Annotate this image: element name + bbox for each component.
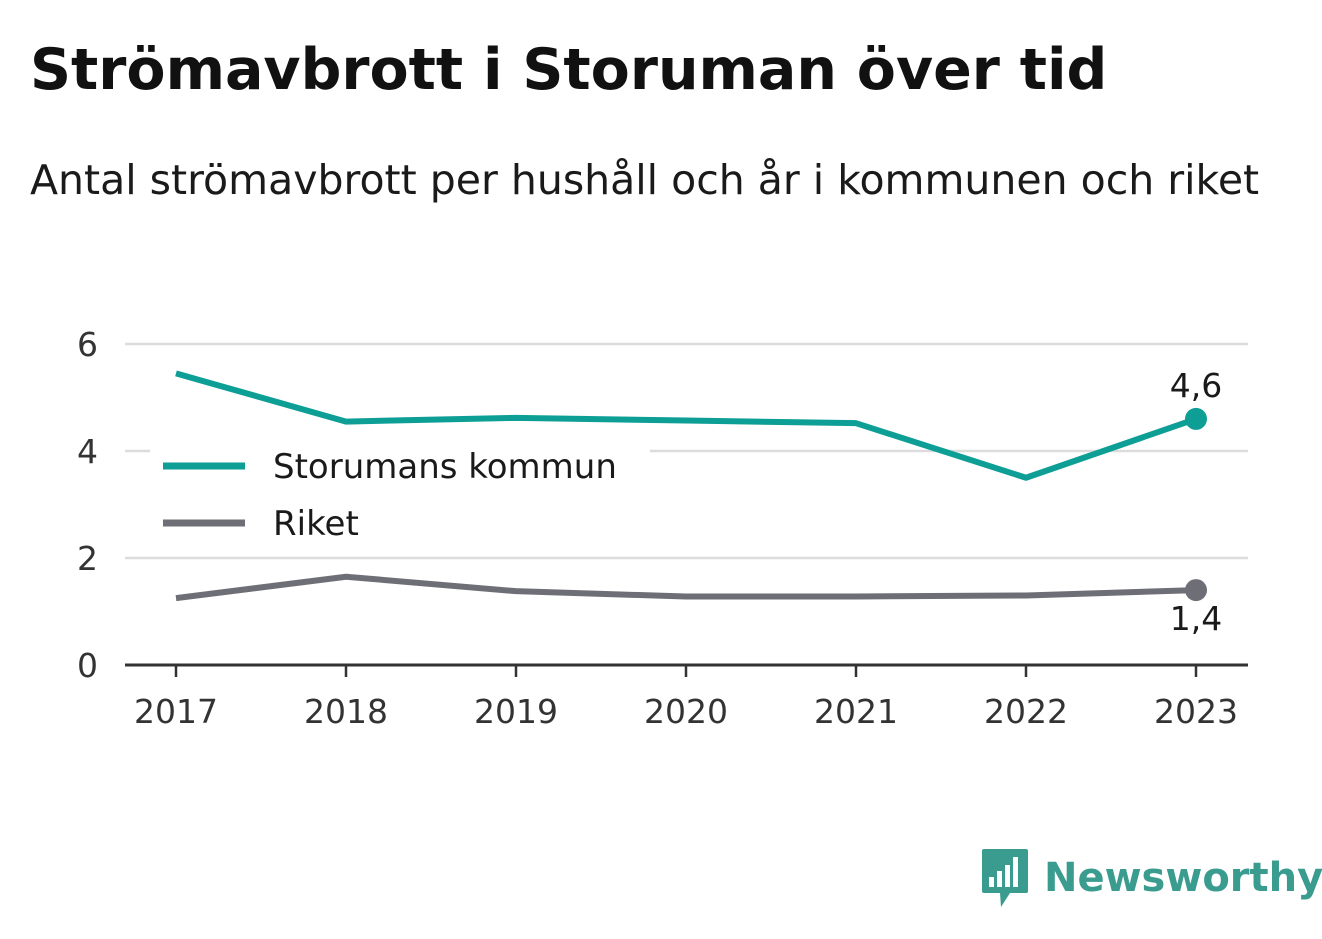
- legend-label: Storumans kommun: [273, 447, 617, 487]
- end-value-label: 4,6: [1170, 366, 1222, 405]
- x-tick-label: 2021: [814, 692, 898, 731]
- x-tick-label: 2022: [984, 692, 1068, 731]
- series-line-1: [175, 573, 1197, 602]
- y-tick-label: 2: [77, 539, 98, 578]
- legend: Storumans kommun Riket: [150, 436, 650, 556]
- x-axis: 2017 2018 2019 2020 2021 2022 2023: [125, 663, 1248, 731]
- x-tick-label: 2020: [644, 692, 728, 731]
- series-lines: [175, 370, 1207, 602]
- end-value-label: 1,4: [1170, 599, 1222, 638]
- y-tick-label: 6: [77, 325, 98, 364]
- legend-label: Riket: [273, 504, 359, 544]
- x-tick-label: 2023: [1154, 692, 1238, 731]
- y-axis-ticks: 0 2 4 6: [77, 325, 98, 685]
- brand-logo: Newsworthy: [980, 846, 1322, 910]
- x-tick-label: 2018: [304, 692, 388, 731]
- end-labels: 4,6 1,4: [1170, 366, 1222, 638]
- brand-name: Newsworthy: [1044, 855, 1322, 901]
- y-tick-label: 4: [77, 432, 98, 471]
- bar-chart-speech-bubble-icon: [982, 849, 1028, 907]
- chart-subtitle: Antal strömavbrott per hushåll och år i …: [30, 156, 1260, 204]
- y-tick-label: 0: [77, 646, 98, 685]
- legend-background: [150, 436, 650, 556]
- end-point-1: [1185, 579, 1207, 602]
- chart-title: Strömavbrott i Storuman över tid: [30, 37, 1108, 103]
- x-tick-label: 2019: [474, 692, 558, 731]
- end-point-0: [1185, 407, 1207, 430]
- x-tick-label: 2017: [134, 692, 218, 731]
